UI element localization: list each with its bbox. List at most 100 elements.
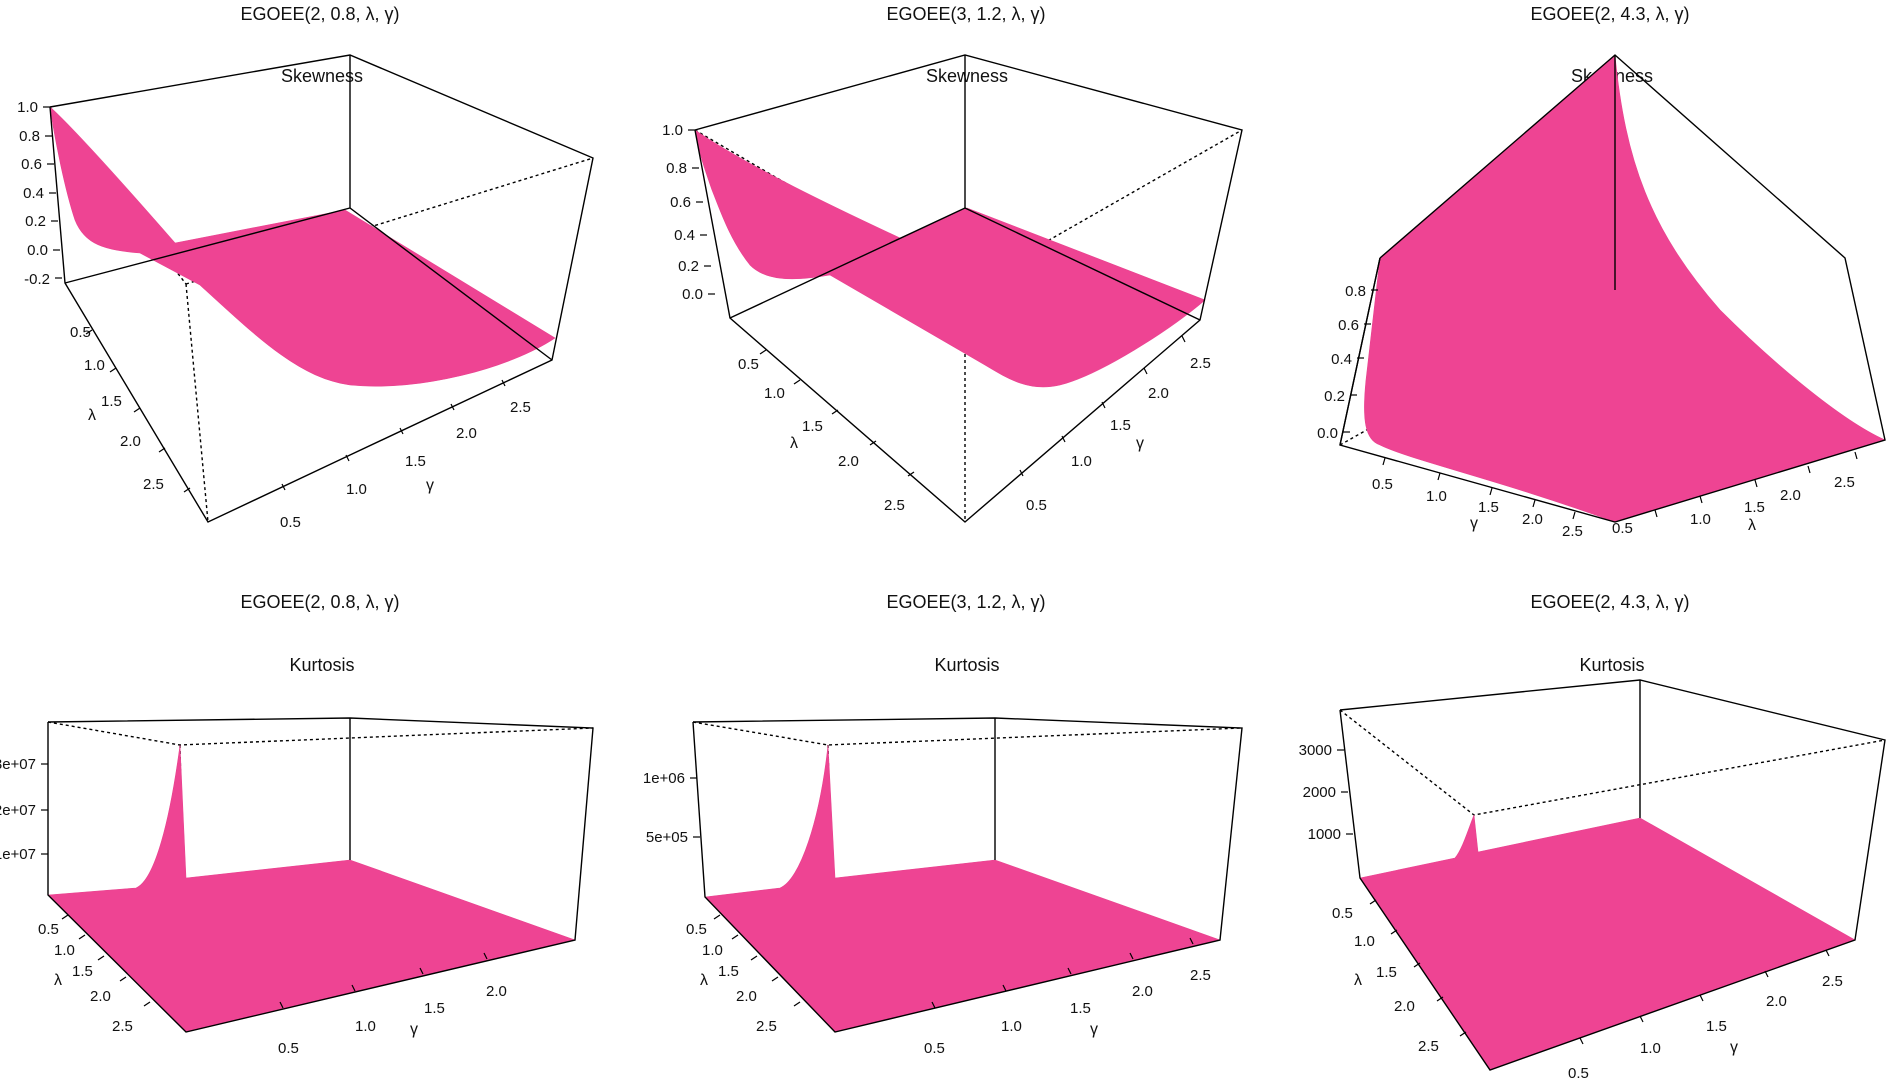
x-tick-label: 1.0: [84, 357, 105, 374]
x-tick-label: 1.5: [72, 963, 93, 980]
y-tick-label: 2.0: [1148, 385, 1169, 402]
z-tick-label: 1e+07: [0, 846, 36, 863]
x-tick-label: 2.5: [1834, 474, 1855, 491]
z-tick-label: 0.8: [666, 160, 687, 177]
panel-title: EGOEE(3, 1.2, λ, γ): [886, 592, 1045, 612]
z-tick-label: 0.0: [1317, 425, 1338, 442]
surface-mesh: [694, 129, 1206, 388]
y-axis-label: γ: [410, 1021, 418, 1038]
panel-skewness-2: EGOEE(3, 1.2, λ, γ) Skewness 1.0 0.8 0.6…: [662, 4, 1243, 523]
z-tick-label: 1.0: [662, 122, 683, 139]
z-tick-label: 0.6: [21, 156, 42, 173]
y-tick-label: 2.5: [1562, 523, 1583, 540]
lambda-axis: 0.5 1.0 1.5 2.0 2.5 λ: [738, 349, 915, 514]
surface-mesh: [49, 106, 556, 387]
panel-title: EGOEE(3, 1.2, λ, γ): [886, 4, 1045, 24]
x-tick-label: 2.0: [838, 453, 859, 470]
z-tick-label: 0.4: [23, 185, 44, 202]
z-tick-label: 0.0: [27, 242, 48, 259]
surface-mesh: [1359, 814, 1856, 1071]
y-tick-label: 1.0: [355, 1018, 376, 1035]
x-axis-label: λ: [88, 407, 96, 424]
x-tick-label: 1.0: [54, 942, 75, 959]
z-tick-label: 0.4: [674, 227, 695, 244]
y-tick-label: 2.5: [1822, 973, 1843, 990]
y-axis-label: γ: [1730, 1039, 1738, 1056]
x-tick-label: 1.0: [1690, 511, 1711, 528]
z-tick-label: 1000: [1308, 826, 1341, 843]
lambda-axis: 0.5 1.0 1.5 2.0 2.5 λ: [70, 324, 191, 493]
y-tick-label: 2.0: [1132, 983, 1153, 1000]
z-axis: 1.0 0.8 0.6 0.4 0.2 0.0 -0.2: [17, 99, 62, 288]
z-axis: 1e+06 5e+05: [643, 770, 700, 846]
z-tick-label: 0.0: [682, 286, 703, 303]
gamma-axis: 0.5 1.0 1.5 2.0 2.5 γ: [1568, 949, 1843, 1082]
y-tick-label: 2.5: [1190, 355, 1211, 372]
gamma-axis: 0.5 1.0 1.5 2.0 2.5 γ: [924, 937, 1211, 1057]
panel-kurtosis-1: EGOEE(2, 0.8, λ, γ) Kurtosis 3e+07 2e+07…: [0, 592, 594, 1057]
x-tick-label: 1.5: [718, 963, 739, 980]
x-tick-label: 0.5: [1612, 520, 1633, 537]
lambda-axis: 0.5 1.0 1.5 2.0 2.5 λ: [1612, 451, 1858, 537]
z-tick-label: 0.2: [1324, 388, 1345, 405]
x-axis-label: λ: [790, 435, 798, 452]
y-axis-label: γ: [1136, 435, 1144, 452]
panel-subtitle: Kurtosis: [289, 655, 354, 675]
y-tick-label: 1.5: [1110, 417, 1131, 434]
lambda-axis: 0.5 1.0 1.5 2.0 2.5 λ: [686, 914, 801, 1035]
x-axis-label: λ: [54, 972, 62, 989]
y-tick-label: 0.5: [1568, 1065, 1589, 1082]
z-tick-label: 0.2: [25, 213, 46, 230]
x-tick-label: 1.5: [101, 393, 122, 410]
gamma-axis: 0.5 1.0 1.5 2.0 2.5 γ: [1372, 457, 1583, 540]
y-tick-label: 1.0: [1426, 488, 1447, 505]
y-tick-label: 0.5: [278, 1040, 299, 1057]
lambda-axis: 0.5 1.0 1.5 2.0 2.5 λ: [1332, 899, 1467, 1055]
panel-skewness-3: EGOEE(2, 4.3, λ, γ) Skewness 0.8 0.6 0.4…: [1317, 4, 1886, 540]
y-tick-label: 1.0: [1640, 1040, 1661, 1057]
gamma-axis: 0.5 1.0 1.5 2.0 2.5 γ: [280, 379, 531, 531]
z-tick-label: 1.0: [17, 99, 38, 116]
gamma-axis: 0.5 1.0 1.5 2.0 γ: [278, 952, 507, 1057]
z-tick-label: 0.4: [1331, 351, 1352, 368]
x-tick-label: 2.5: [1418, 1038, 1439, 1055]
surface-mesh: [704, 744, 1221, 1033]
x-tick-label: 2.0: [1780, 487, 1801, 504]
x-tick-label: 2.5: [112, 1018, 133, 1035]
x-tick-label: 1.5: [1376, 964, 1397, 981]
x-tick-label: 1.5: [802, 418, 823, 435]
panel-skewness-1: EGOEE(2, 0.8, λ, γ) Skewness 1.0 0.8 0.6…: [17, 4, 594, 531]
z-tick-label: 3e+07: [0, 756, 36, 773]
x-tick-label: 0.5: [38, 921, 59, 938]
y-tick-label: 2.5: [510, 399, 531, 416]
surface-mesh: [47, 744, 576, 1033]
panel-title: EGOEE(2, 4.3, λ, γ): [1530, 592, 1689, 612]
panel-subtitle: Kurtosis: [934, 655, 999, 675]
x-tick-label: 2.0: [736, 988, 757, 1005]
y-tick-label: 0.5: [1026, 497, 1047, 514]
y-axis-label: γ: [1470, 515, 1478, 532]
box-hidden-edge: [964, 129, 1243, 289]
box-hidden-edge: [47, 721, 594, 746]
x-tick-label: 2.0: [90, 988, 111, 1005]
panel-subtitle: Kurtosis: [1579, 655, 1644, 675]
y-tick-label: 1.5: [1478, 499, 1499, 516]
y-tick-label: 2.0: [1522, 511, 1543, 528]
y-tick-label: 2.5: [1190, 967, 1211, 984]
y-tick-label: 0.5: [924, 1040, 945, 1057]
x-tick-label: 1.0: [702, 942, 723, 959]
surface-mesh: [1364, 54, 1886, 523]
x-tick-label: 1.0: [764, 385, 785, 402]
y-tick-label: 2.0: [486, 983, 507, 1000]
x-tick-label: 2.0: [120, 433, 141, 450]
z-tick-label: 3000: [1299, 742, 1332, 759]
x-tick-label: 0.5: [1332, 905, 1353, 922]
lambda-axis: 0.5 1.0 1.5 2.0 2.5 λ: [38, 914, 151, 1035]
y-tick-label: 1.5: [424, 1000, 445, 1017]
z-tick-label: 2e+07: [0, 802, 36, 819]
x-tick-label: 2.5: [756, 1018, 777, 1035]
y-tick-label: 1.5: [1706, 1018, 1727, 1035]
x-tick-label: 0.5: [686, 921, 707, 938]
panel-subtitle: Skewness: [281, 66, 363, 86]
